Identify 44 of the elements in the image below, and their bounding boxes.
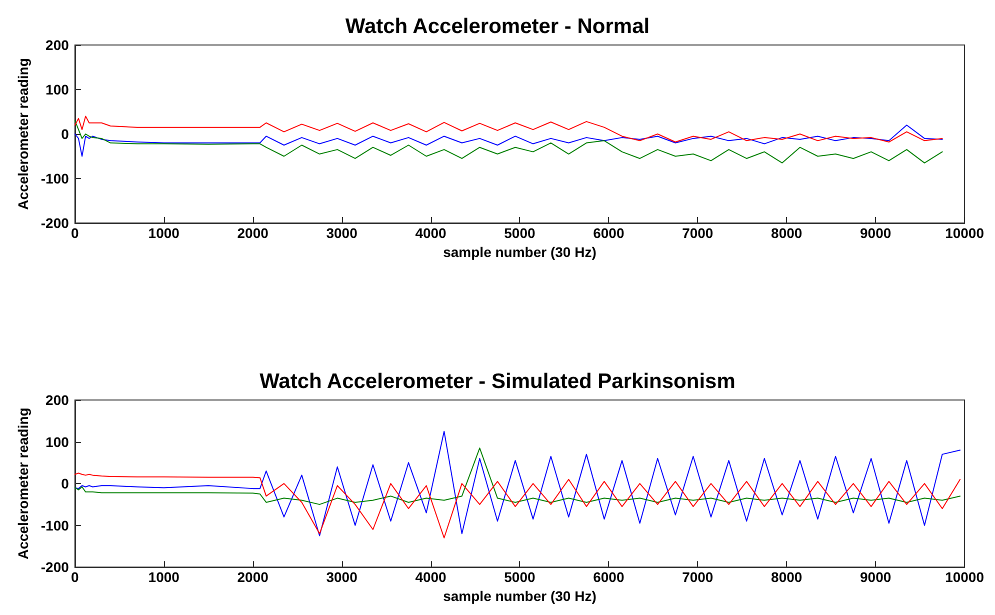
x-tick-label: 8000	[771, 569, 802, 586]
y-tick-label: 200	[46, 392, 70, 408]
x-tick-label: 9000	[860, 225, 892, 241]
y-tick-label: 0	[61, 126, 70, 142]
x-tick-label: 4000	[415, 225, 447, 241]
x-tick-label: 7000	[682, 569, 714, 586]
x-tick-label: 1000	[148, 225, 180, 241]
line-series	[74, 124, 943, 157]
y-axis-title: Accelerometer reading	[15, 408, 31, 560]
line-series	[74, 448, 961, 505]
y-tick-label: 100	[46, 434, 70, 450]
x-tick-label: 6000	[593, 225, 624, 241]
x-axis-title: sample number (30 Hz)	[443, 244, 596, 260]
x-tick-label: 4000	[415, 569, 447, 586]
x-tick-label: 1000	[148, 569, 180, 586]
x-tick-label: 3000	[326, 569, 358, 586]
line-series	[74, 120, 943, 164]
x-tick-label: 0	[71, 569, 80, 586]
x-tick-label: 7000	[682, 225, 714, 241]
x-tick-label: 10000	[945, 225, 984, 241]
x-tick-label: 8000	[771, 225, 802, 241]
line-series	[74, 430, 961, 536]
y-tick-label: -200	[40, 559, 70, 576]
chart-title: Watch Accelerometer - Normal	[345, 15, 650, 38]
x-tick-label: 5000	[504, 569, 536, 586]
y-tick-label: 200	[46, 37, 70, 53]
y-tick-label: -100	[40, 170, 70, 186]
y-tick-label: 100	[46, 82, 70, 98]
y-axis-title: Accelerometer reading	[15, 58, 31, 210]
x-tick-label: 0	[71, 225, 80, 241]
x-tick-label: 2000	[237, 569, 269, 586]
line-series	[74, 472, 961, 538]
y-tick-label: -100	[40, 517, 70, 534]
x-tick-label: 10000	[945, 569, 984, 586]
y-tick-label: 0	[61, 476, 70, 492]
y-tick-label: -200	[40, 215, 70, 231]
line-series	[74, 116, 943, 143]
x-tick-label: 9000	[860, 569, 892, 586]
x-axis-title: sample number (30 Hz)	[443, 588, 596, 604]
x-tick-label: 6000	[593, 569, 624, 586]
x-tick-label: 2000	[237, 225, 269, 241]
x-tick-label: 5000	[504, 225, 536, 241]
chart-title: Watch Accelerometer - Simulated Parkinsonism	[260, 370, 736, 393]
x-tick-label: 3000	[326, 225, 358, 241]
